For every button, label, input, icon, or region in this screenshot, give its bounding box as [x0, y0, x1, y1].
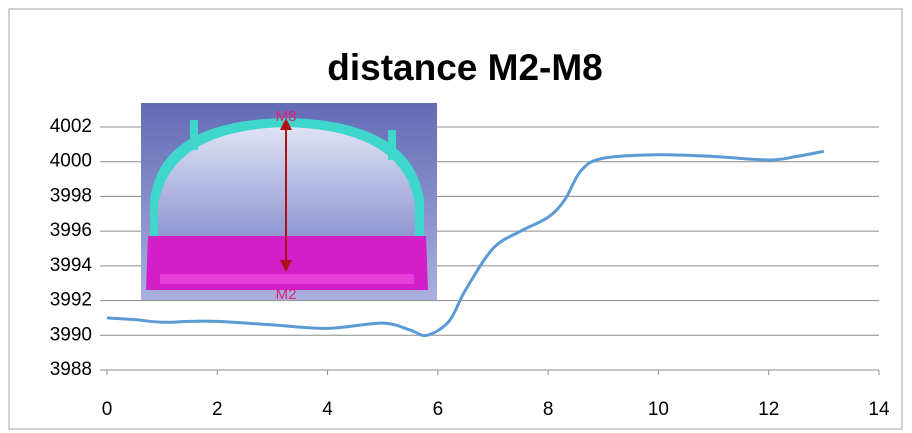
x-tick-label: 6 — [433, 399, 444, 420]
y-tick-label: 3990 — [50, 324, 92, 345]
y-tick-label: 4000 — [50, 151, 92, 172]
tunnel-detail — [190, 120, 198, 150]
chart: distance M2-M8 3988 3990 3992 3994 3996 3998 4… — [0, 0, 912, 433]
y-tick-label: 3998 — [50, 185, 92, 206]
annotation: M8 — [276, 108, 297, 125]
tunnel-detail — [388, 130, 396, 160]
x-tick-label: 8 — [543, 399, 554, 420]
annotation: M2 — [276, 286, 297, 303]
chart-title: distance M2-M8 — [327, 47, 603, 88]
inset-image: M8 M2 — [141, 103, 437, 303]
y-tick-label: 3996 — [50, 220, 92, 241]
x-tick-label: 14 — [868, 399, 890, 420]
tunnel-floor — [160, 274, 414, 284]
x-tick-label: 12 — [758, 399, 779, 420]
x-tick-label: 4 — [322, 399, 333, 420]
x-tick-label: 10 — [648, 399, 669, 420]
y-tick-label: 3992 — [50, 290, 92, 311]
y-tick-label: 3994 — [50, 255, 93, 276]
x-tick-label: 0 — [102, 399, 113, 420]
x-tick-label: 2 — [212, 399, 223, 420]
y-tick-label: 4002 — [50, 116, 92, 137]
y-tick-label: 3988 — [50, 359, 92, 380]
